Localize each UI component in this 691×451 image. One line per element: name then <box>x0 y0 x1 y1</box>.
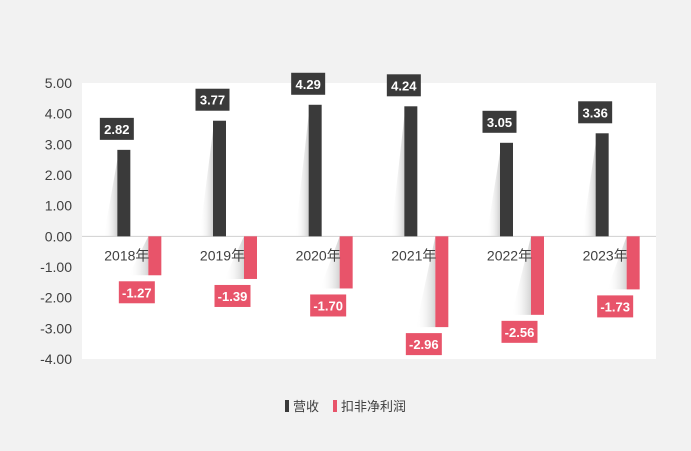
legend-label-revenue: 营收 <box>292 399 319 414</box>
revenue-data-label-text: 3.05 <box>487 115 512 130</box>
revenue-data-label-text: 3.77 <box>200 93 225 108</box>
revenue-data-label-text: 4.24 <box>391 78 417 93</box>
net-profit-bar <box>244 236 257 279</box>
y-tick-label: 4.00 <box>45 106 72 122</box>
y-tick-label: -1.00 <box>40 259 72 275</box>
data-labels: 2.82 -1.27 3.77 -1.39 4.29 -1.70 4.24 -2.96 3.05… <box>99 72 634 356</box>
revenue-bar-shadow <box>103 159 118 237</box>
revenue-data-label-box <box>195 88 230 111</box>
net-profit-data-label-text: -2.96 <box>409 337 439 352</box>
revenue-data-label-box <box>99 117 134 140</box>
net-profit-bar-shadow <box>320 236 340 289</box>
y-axis: 5.00 4.00 3.00 2.00 1.00 0.00 -1.00 -2.00 -3.00 -… <box>40 75 72 367</box>
net-profit-data-label-box <box>214 284 251 307</box>
revenue-bar <box>117 149 131 237</box>
revenue-bar-shadow <box>295 114 309 237</box>
net-profit-data-label-text: -2.56 <box>505 325 535 340</box>
net-profit-bar-shadow <box>128 236 149 276</box>
revenue-data-label-box <box>386 74 421 97</box>
revenue-data-label-text: 2.82 <box>104 122 129 137</box>
y-tick-label: 0.00 <box>45 228 72 244</box>
legend-swatch-revenue <box>284 399 289 412</box>
revenue-data-label-box <box>578 101 613 124</box>
net-profit-data-label-text: -1.70 <box>313 298 343 313</box>
net-profit-data-label: -1.73 <box>597 295 634 318</box>
x-tick-label: 2018年 <box>104 247 149 263</box>
net-profit-bar-shadow <box>415 236 436 328</box>
revenue-data-label: 3.77 <box>195 88 230 111</box>
net-profit-data-label-box <box>118 281 155 304</box>
x-tick-label: 2023年 <box>583 247 628 263</box>
revenue-data-label-box <box>482 110 517 133</box>
revenue-bar-shadow <box>199 130 213 237</box>
net-profit-bar <box>531 236 544 315</box>
net-profit-data-label: -1.27 <box>118 281 155 304</box>
revenue-data-label: 4.29 <box>291 72 326 95</box>
bar-shadows <box>103 114 627 328</box>
net-profit-data-label: -1.70 <box>310 294 347 317</box>
net-profit-data-label: -2.56 <box>501 320 538 343</box>
revenue-data-label: 2.82 <box>99 117 134 140</box>
legend-label-net-profit: 扣非净利润 <box>341 399 407 414</box>
revenue-bar <box>500 142 513 237</box>
x-axis: 2018年 2019年 2020年 2021年 2022年 2023年 <box>104 247 627 263</box>
x-tick-label: 2021年 <box>391 247 436 263</box>
net-profit-data-label: -2.96 <box>405 333 442 356</box>
net-profit-bar-shadow <box>511 236 531 315</box>
x-tick-label: 2019年 <box>200 247 245 263</box>
revenue-bar <box>404 106 418 237</box>
y-tick-label: 5.00 <box>45 75 72 91</box>
revenue-bar-shadow <box>486 152 500 237</box>
revenue-bar-shadow <box>582 143 596 237</box>
revenue-data-label-text: 4.29 <box>296 77 321 92</box>
net-profit-bar-shadow <box>607 236 627 290</box>
net-profit-bar-shadow <box>224 236 244 279</box>
revenue-data-label-text: 3.36 <box>583 105 608 120</box>
net-profit-data-label-text: -1.27 <box>122 285 152 300</box>
bars <box>117 104 640 328</box>
revenue-bar <box>213 120 226 237</box>
net-profit-bar <box>626 236 640 290</box>
net-profit-data-label-box <box>597 295 634 318</box>
y-tick-label: -2.00 <box>40 290 72 306</box>
net-profit-data-label-text: -1.39 <box>218 289 248 304</box>
legend-item-revenue: 营收 <box>284 396 319 415</box>
plot-area <box>82 83 656 359</box>
legend: 营收 扣非净利润 <box>0 396 691 415</box>
net-profit-bar <box>339 236 353 289</box>
y-tick-label: -4.00 <box>40 351 72 367</box>
y-tick-label: -3.00 <box>40 320 72 336</box>
x-tick-label: 2022年 <box>487 247 532 263</box>
revenue-bar <box>308 104 322 237</box>
legend-swatch-net-profit <box>333 399 337 412</box>
revenue-data-label: 4.24 <box>386 74 421 97</box>
revenue-data-label: 3.36 <box>578 101 613 124</box>
net-profit-data-label-box <box>310 294 347 317</box>
y-tick-label: 1.00 <box>45 198 72 214</box>
revenue-bar <box>595 133 609 237</box>
x-tick-label: 2020年 <box>296 247 341 263</box>
net-profit-data-label-box <box>405 333 442 356</box>
net-profit-data-label-box <box>501 320 538 343</box>
legend-item-net-profit: 扣非净利润 <box>333 396 406 415</box>
revenue-data-label: 3.05 <box>482 110 517 133</box>
y-tick-label: 2.00 <box>45 167 72 183</box>
net-profit-bar <box>435 236 449 328</box>
net-profit-bar <box>148 236 162 276</box>
y-tick-label: 3.00 <box>45 136 72 152</box>
revenue-bar-shadow <box>390 116 405 237</box>
revenue-data-label-box <box>291 72 326 95</box>
net-profit-data-label-text: -1.73 <box>600 299 630 314</box>
net-profit-data-label: -1.39 <box>214 284 251 307</box>
